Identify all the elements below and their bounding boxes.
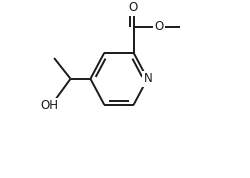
Text: O: O (129, 1, 138, 14)
Text: OH: OH (41, 99, 59, 112)
Text: N: N (144, 72, 152, 85)
Text: O: O (154, 20, 164, 33)
